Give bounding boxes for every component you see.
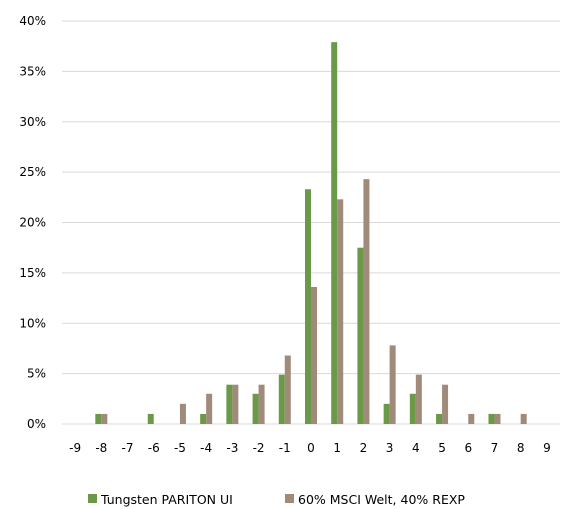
- x-tick-label: 7: [491, 441, 499, 455]
- bar-tungsten: [436, 413, 443, 424]
- bar-tungsten: [305, 189, 311, 424]
- x-tick-label: -4: [200, 441, 212, 455]
- x-tick-label: -2: [253, 441, 265, 455]
- bar-tungsten: [278, 374, 285, 424]
- x-tick-label: 1: [333, 441, 341, 455]
- x-tick-label: -7: [122, 441, 134, 455]
- x-tick-label: 8: [517, 441, 525, 455]
- bar-tungsten: [383, 403, 390, 424]
- x-tick-label: -9: [69, 441, 81, 455]
- legend-label: Tungsten PARITON UI: [100, 492, 233, 507]
- bar-msci: [337, 199, 344, 424]
- x-tick-label: 9: [543, 441, 551, 455]
- bar-msci: [101, 413, 108, 424]
- bars: [95, 42, 527, 424]
- y-tick-label: 40%: [19, 14, 46, 28]
- x-tick-label: -3: [226, 441, 238, 455]
- x-tick-label: 6: [464, 441, 472, 455]
- x-tick-label: 0: [307, 441, 315, 455]
- bar-tungsten: [147, 413, 154, 424]
- legend-swatch: [88, 494, 97, 503]
- x-tick-label: 5: [438, 441, 446, 455]
- x-tick-label: -6: [148, 441, 160, 455]
- y-tick-label: 35%: [19, 64, 46, 78]
- bar-msci: [258, 384, 265, 424]
- y-axis-ticks: 0% 5% 10% 15% 20% 25% 30% 35% 40%: [19, 14, 46, 431]
- legend-swatch: [285, 494, 294, 503]
- bar-tungsten: [488, 413, 495, 424]
- bar-tungsten: [252, 393, 259, 424]
- bar-msci: [232, 384, 239, 424]
- x-tick-label: 2: [360, 441, 368, 455]
- bar-msci: [520, 413, 527, 424]
- x-tick-label: -5: [174, 441, 186, 455]
- bar-msci: [179, 403, 186, 424]
- y-tick-label: 0%: [27, 417, 46, 431]
- y-tick-label: 15%: [19, 266, 46, 280]
- bar-msci: [311, 286, 317, 424]
- y-tick-label: 20%: [19, 216, 46, 230]
- legend-label: 60% MSCI Welt, 40% REXP: [298, 492, 465, 507]
- x-axis-ticks: -9 -8 -7 -6 -5 -4 -3 -2 -1 0 1 2 3 4 5 6 7 8 9: [69, 441, 551, 455]
- bar-tungsten: [409, 393, 416, 424]
- bar-msci: [389, 345, 396, 424]
- bar-tungsten: [226, 384, 233, 424]
- x-tick-label: -8: [95, 441, 107, 455]
- bar-msci: [442, 384, 449, 424]
- y-tick-label: 10%: [19, 316, 46, 330]
- x-tick-label: -1: [279, 441, 291, 455]
- bar-tungsten: [331, 42, 338, 424]
- bar-tungsten: [200, 413, 207, 424]
- bar-msci: [206, 393, 213, 424]
- bar-msci: [468, 413, 475, 424]
- bar-tungsten: [357, 247, 364, 424]
- y-tick-label: 5%: [27, 367, 46, 381]
- legend: Tungsten PARITON UI 60% MSCI Welt, 40% RE…: [88, 492, 465, 507]
- bar-msci: [494, 413, 501, 424]
- bar-msci: [363, 179, 370, 424]
- bar-msci: [284, 355, 291, 424]
- x-tick-label: 3: [386, 441, 394, 455]
- y-tick-label: 25%: [19, 165, 46, 179]
- bar-msci: [415, 374, 422, 424]
- x-tick-label: 4: [412, 441, 420, 455]
- y-tick-label: 30%: [19, 115, 46, 129]
- bar-tungsten: [95, 413, 102, 424]
